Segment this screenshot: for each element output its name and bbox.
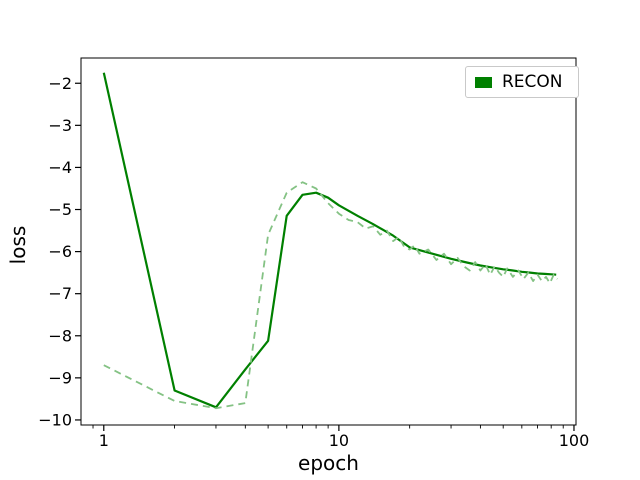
axis-tick-labels: 1 10 100 −2 −3 −4 −5 −6 −7 −8 −9 −10 — [38, 74, 589, 450]
legend: RECON — [465, 66, 579, 98]
series-lines — [102, 72, 559, 410]
y-tick-label-−3: −3 — [48, 116, 72, 135]
series-line-solid — [102, 72, 557, 409]
series-line-dashed — [103, 181, 559, 410]
y-axis-label: loss — [6, 225, 30, 265]
x-tick-label-10: 10 — [329, 431, 349, 450]
y-tick-label-−7: −7 — [48, 284, 72, 303]
x-tick-label-1: 1 — [99, 431, 109, 450]
y-tick-label-−10: −10 — [38, 410, 72, 429]
y-tick-label-−8: −8 — [48, 326, 72, 345]
y-tick-label-−2: −2 — [48, 74, 72, 93]
y-tick-label-−6: −6 — [48, 242, 72, 261]
recon-legend-swatch-icon — [475, 76, 492, 88]
legend-label: RECON — [502, 71, 563, 92]
plot-frame — [80, 57, 577, 426]
x-tick-label-100: 100 — [559, 431, 590, 450]
axis-ticks — [75, 82, 575, 431]
y-tick-label-−9: −9 — [48, 368, 72, 387]
y-tick-label-−5: −5 — [48, 200, 72, 219]
y-tick-label-−4: −4 — [48, 158, 72, 177]
x-axis-label: epoch — [298, 451, 359, 475]
axes-spines — [80, 57, 577, 426]
